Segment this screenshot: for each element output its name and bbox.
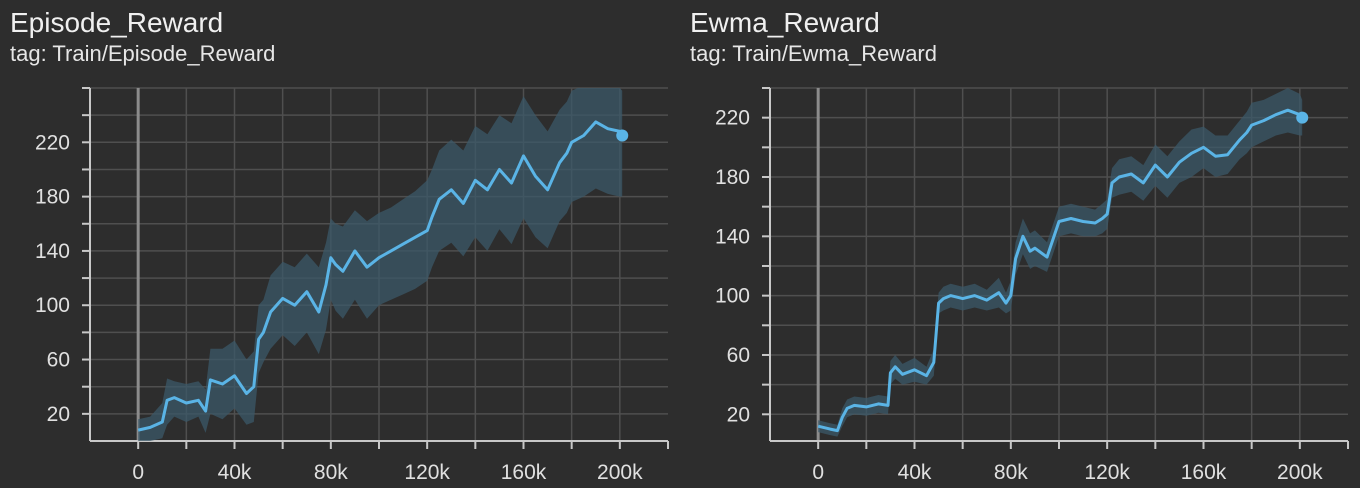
series-line (817, 108, 1304, 433)
series-end-point (616, 129, 629, 142)
x-tick-label: 0 (132, 461, 144, 484)
chart-tag: tag: Train/Episode_Reward (10, 41, 276, 66)
y-tick-label: 140 (35, 240, 70, 263)
grid-lines (770, 87, 1348, 441)
y-tick-label: 180 (35, 186, 70, 209)
y-tick-label: 60 (727, 344, 750, 367)
x-tick-label: 40k (218, 461, 252, 484)
x-ticks: 0 40k 80k 120k 160k 200k (132, 441, 669, 484)
x-tick-label: 120k (404, 461, 450, 484)
series-range-band (818, 88, 1303, 437)
y-tick-label: 180 (715, 166, 750, 189)
x-ticks: 0 40k 80k 120k 160k 200k (812, 441, 1349, 484)
chart-panel-episode-reward: Episode_Reward tag: Train/Episode_Reward… (0, 0, 680, 488)
chart-tag: tag: Train/Ewma_Reward (690, 41, 937, 66)
y-tick-label: 20 (47, 403, 70, 426)
chart-panel-ewma-reward: Ewma_Reward tag: Train/Ewma_Reward 0 40k 8… (680, 0, 1360, 488)
chart-plot[interactable]: 0 40k 80k 120k 160k 200k 20 60 100 140 180 220 (0, 0, 680, 488)
series-line (137, 120, 624, 432)
chart-title: Ewma_Reward (690, 7, 880, 38)
y-tick-label: 60 (47, 349, 70, 372)
chart-plot[interactable]: 0 40k 80k 120k 160k 200k 20 60 100 140 180 220 (680, 0, 1360, 488)
x-tick-label: 160k (501, 461, 547, 484)
y-ticks: 20 60 100 140 180 220 (35, 87, 90, 426)
y-tick-label: 220 (35, 131, 70, 154)
y-tick-label: 220 (715, 107, 750, 130)
series-end-point (1296, 111, 1309, 124)
chart-title: Episode_Reward (10, 7, 224, 38)
x-tick-label: 80k (314, 461, 348, 484)
y-tick-label: 20 (727, 403, 750, 426)
grid-lines (90, 87, 668, 441)
y-tick-label: 140 (715, 225, 750, 248)
x-tick-label: 40k (898, 461, 932, 484)
x-tick-label: 120k (1084, 461, 1130, 484)
y-tick-label: 100 (715, 285, 750, 308)
series-0 (817, 88, 1304, 437)
y-ticks: 20 60 100 140 180 220 (715, 87, 770, 426)
x-tick-label: 0 (812, 461, 824, 484)
x-tick-label: 200k (1277, 461, 1323, 484)
x-tick-label: 200k (597, 461, 643, 484)
x-tick-label: 80k (994, 461, 1028, 484)
series-range-band (138, 88, 623, 441)
y-tick-label: 100 (35, 294, 70, 317)
x-tick-label: 160k (1181, 461, 1227, 484)
series-0 (137, 88, 624, 441)
